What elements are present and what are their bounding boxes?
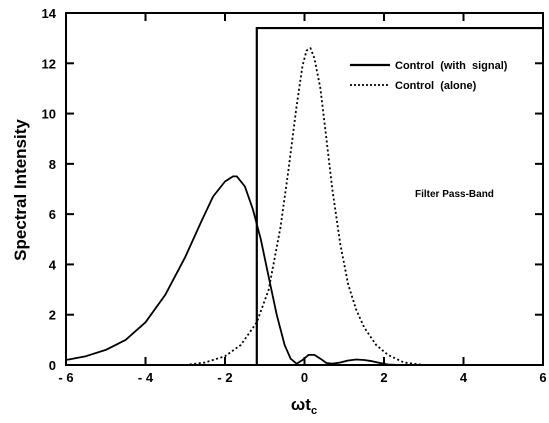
y-tick-label: 10 bbox=[42, 107, 56, 122]
series-line-dotted bbox=[185, 47, 424, 366]
filter-layer bbox=[255, 26, 543, 365]
y-tick-label: 2 bbox=[49, 308, 56, 323]
legend-label-solid: Control (with signal) bbox=[395, 60, 508, 72]
legend: Control (with signal) Control (alone) bbox=[350, 60, 508, 92]
x-tick-label: - 4 bbox=[138, 370, 154, 385]
x-axis-title-sub: c bbox=[311, 405, 317, 417]
x-tick-label: 6 bbox=[539, 370, 546, 385]
y-tick-label: 14 bbox=[42, 6, 57, 21]
series-line-solid bbox=[65, 175, 543, 366]
x-axis-title: ωtc bbox=[291, 395, 317, 417]
y-tick-label: 4 bbox=[49, 257, 57, 272]
axis-ticks bbox=[65, 12, 544, 366]
annotation-filter-pass-band: Filter Pass-Band bbox=[415, 189, 494, 200]
legend-label-dotted: Control (alone) bbox=[395, 80, 477, 92]
y-tick-label: 6 bbox=[49, 207, 56, 222]
y-axis-title: Spectral Intensity bbox=[11, 119, 30, 261]
series-layer bbox=[65, 47, 543, 366]
filter-pass-band-line bbox=[255, 26, 543, 365]
x-tick-label: - 2 bbox=[217, 370, 232, 385]
x-tick-label: 4 bbox=[460, 370, 468, 385]
y-tick-label: 8 bbox=[49, 157, 56, 172]
x-axis-title-main: ωt bbox=[291, 395, 311, 414]
y-tick-label: 12 bbox=[42, 56, 56, 71]
x-tick-label: - 6 bbox=[58, 370, 73, 385]
x-tick-label: 2 bbox=[380, 370, 387, 385]
axis-tick-labels: - 6 - 4 - 2 0 2 4 6 0 2 4 6 8 10 12 14 bbox=[42, 6, 547, 385]
y-tick-label: 0 bbox=[49, 358, 56, 373]
x-tick-label: 0 bbox=[301, 370, 308, 385]
